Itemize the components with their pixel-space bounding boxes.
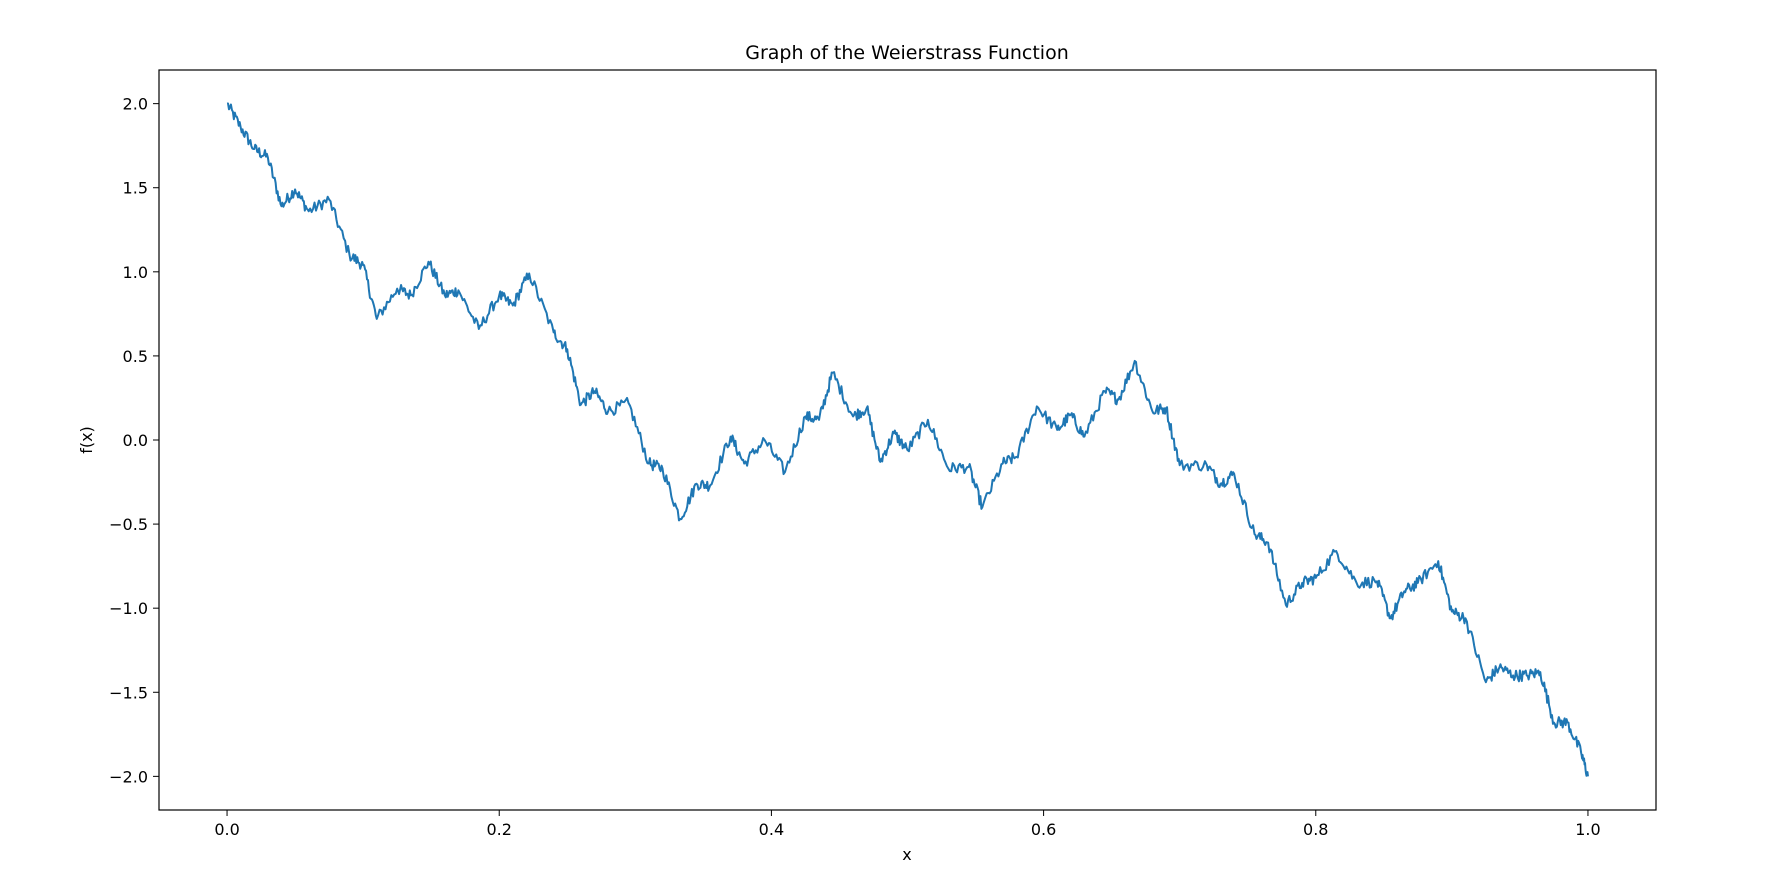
y-axis-label: f(x) bbox=[77, 426, 96, 454]
y-tick-label: 0.0 bbox=[123, 431, 148, 450]
y-tick-label: −1.0 bbox=[109, 599, 148, 618]
x-axis: 0.0 0.2 0.4 0.6 0.8 1.0 bbox=[214, 810, 1601, 839]
y-tick-label: 1.0 bbox=[123, 263, 148, 282]
x-tick-label: 1.0 bbox=[1575, 820, 1600, 839]
x-tick-label: 0.4 bbox=[759, 820, 784, 839]
x-tick-label: 0.0 bbox=[214, 820, 239, 839]
y-tick-label: −0.5 bbox=[109, 515, 148, 534]
series-line bbox=[226, 102, 1589, 777]
x-tick-label: 0.2 bbox=[487, 820, 512, 839]
series-layer bbox=[226, 102, 1589, 777]
x-axis-label: x bbox=[902, 845, 911, 864]
y-axis: 2.0 1.5 1.0 0.5 0.0 −0.5 −1.0 −1.5 −2.0 bbox=[109, 95, 159, 786]
y-tick-label: 1.5 bbox=[123, 179, 148, 198]
y-tick-label: −2.0 bbox=[109, 767, 148, 786]
x-tick-label: 0.6 bbox=[1031, 820, 1056, 839]
chart-title: Graph of the Weierstrass Function bbox=[745, 42, 1069, 64]
y-tick-label: 0.5 bbox=[123, 347, 148, 366]
x-tick-label: 0.8 bbox=[1303, 820, 1328, 839]
y-tick-label: −1.5 bbox=[109, 683, 148, 702]
y-tick-label: 2.0 bbox=[123, 95, 148, 114]
